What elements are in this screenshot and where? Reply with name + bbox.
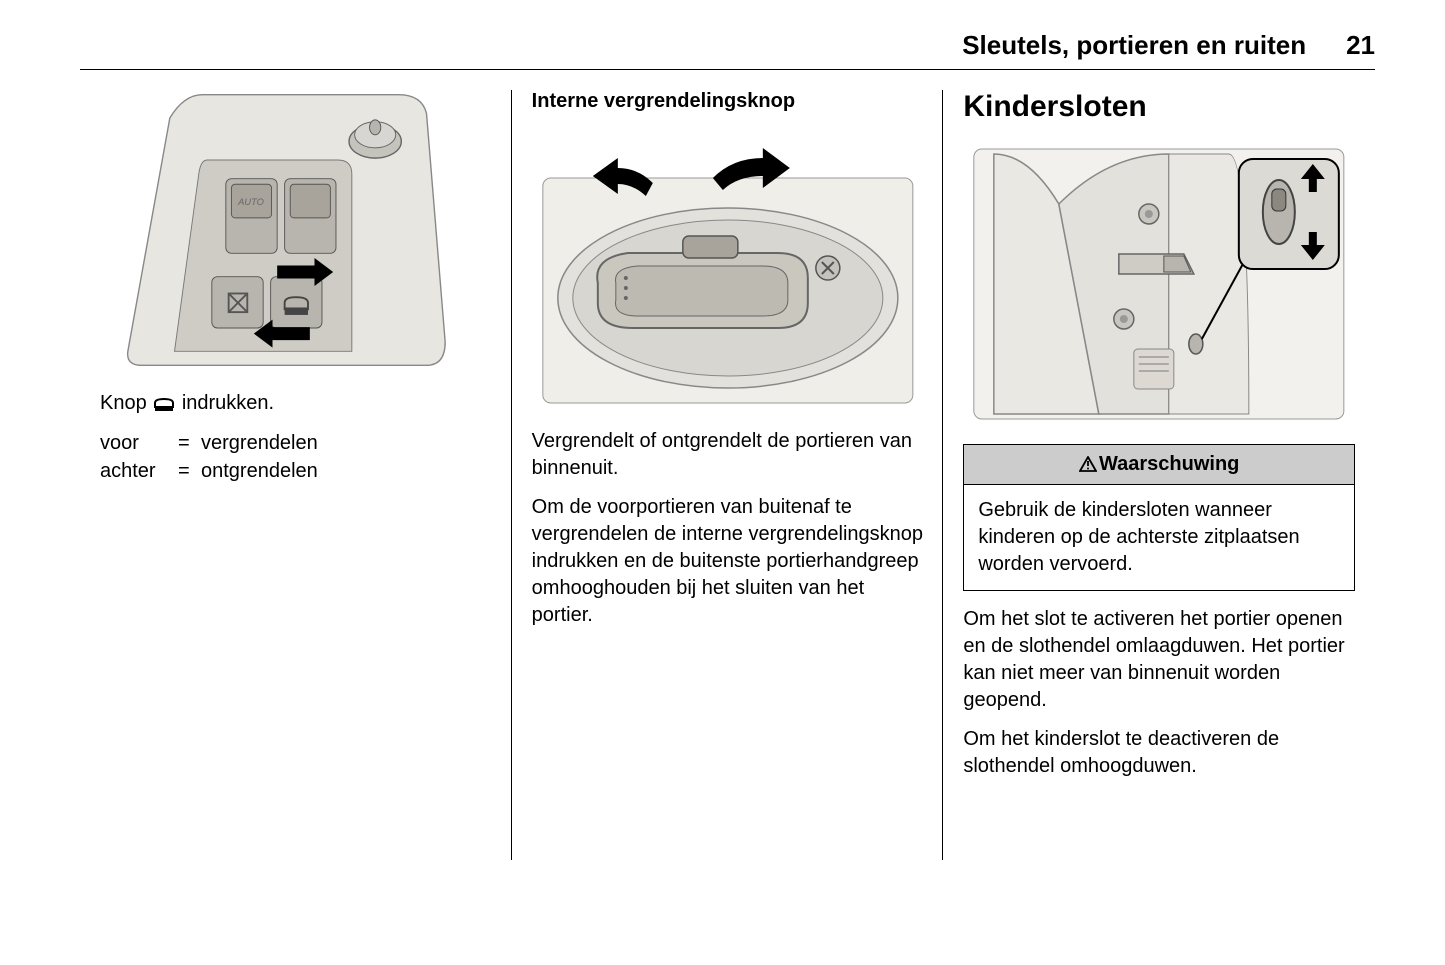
illustration-internal-lock-handle bbox=[532, 128, 924, 408]
def-key: achter bbox=[100, 457, 170, 485]
warning-title: Waarschuwing bbox=[964, 445, 1354, 485]
manual-page: Sleutels, portieren en ruiten 21 AUTO bbox=[0, 0, 1445, 822]
content-columns: AUTO bbox=[80, 90, 1375, 792]
col2-subheading: Interne vergrendelingsknop bbox=[532, 90, 924, 113]
column-3: Kindersloten bbox=[943, 90, 1375, 792]
def-val: ontgrendelen bbox=[201, 457, 318, 485]
caption-text-before: Knop bbox=[100, 392, 152, 414]
col1-caption: Knop indrukken. bbox=[100, 390, 492, 417]
warning-triangle-icon bbox=[1079, 456, 1097, 472]
def-eq: = bbox=[178, 429, 193, 457]
caption-text-after: indrukken. bbox=[182, 392, 274, 414]
warning-title-text: Waarschuwing bbox=[1099, 453, 1239, 475]
page-header: Sleutels, portieren en ruiten 21 bbox=[80, 30, 1375, 70]
warning-box: Waarschuwing Gebruik de kindersloten wan… bbox=[963, 444, 1355, 591]
column-1: AUTO bbox=[80, 90, 512, 792]
def-row: achter = ontgrendelen bbox=[100, 457, 492, 485]
car-lock-icon bbox=[152, 395, 176, 413]
col3-para1: Om het slot te activeren het portier ope… bbox=[963, 606, 1355, 714]
def-eq: = bbox=[178, 457, 193, 485]
col2-para1: Vergrendelt of ontgrendelt de portieren … bbox=[532, 428, 924, 482]
def-row: voor = vergrendelen bbox=[100, 429, 492, 457]
col3-heading: Kindersloten bbox=[963, 90, 1355, 124]
definition-table: voor = vergrendelen achter = ontgrendele… bbox=[100, 429, 492, 485]
warning-body: Gebruik de kindersloten wanneer kinderen… bbox=[964, 485, 1354, 590]
illustration-window-button-panel: AUTO bbox=[100, 90, 492, 370]
header-title: Sleutels, portieren en ruiten bbox=[962, 30, 1306, 61]
def-val: vergrendelen bbox=[201, 429, 318, 457]
col2-para2: Om de voorportieren van buitenaf te verg… bbox=[532, 494, 924, 629]
col3-para2: Om het kinderslot te deactiveren de slot… bbox=[963, 726, 1355, 780]
column-2: Interne vergrendelingsknop bbox=[512, 90, 944, 792]
svg-text:AUTO: AUTO bbox=[237, 197, 264, 207]
illustration-child-lock bbox=[963, 144, 1355, 424]
header-page-number: 21 bbox=[1346, 30, 1375, 61]
def-key: voor bbox=[100, 429, 170, 457]
